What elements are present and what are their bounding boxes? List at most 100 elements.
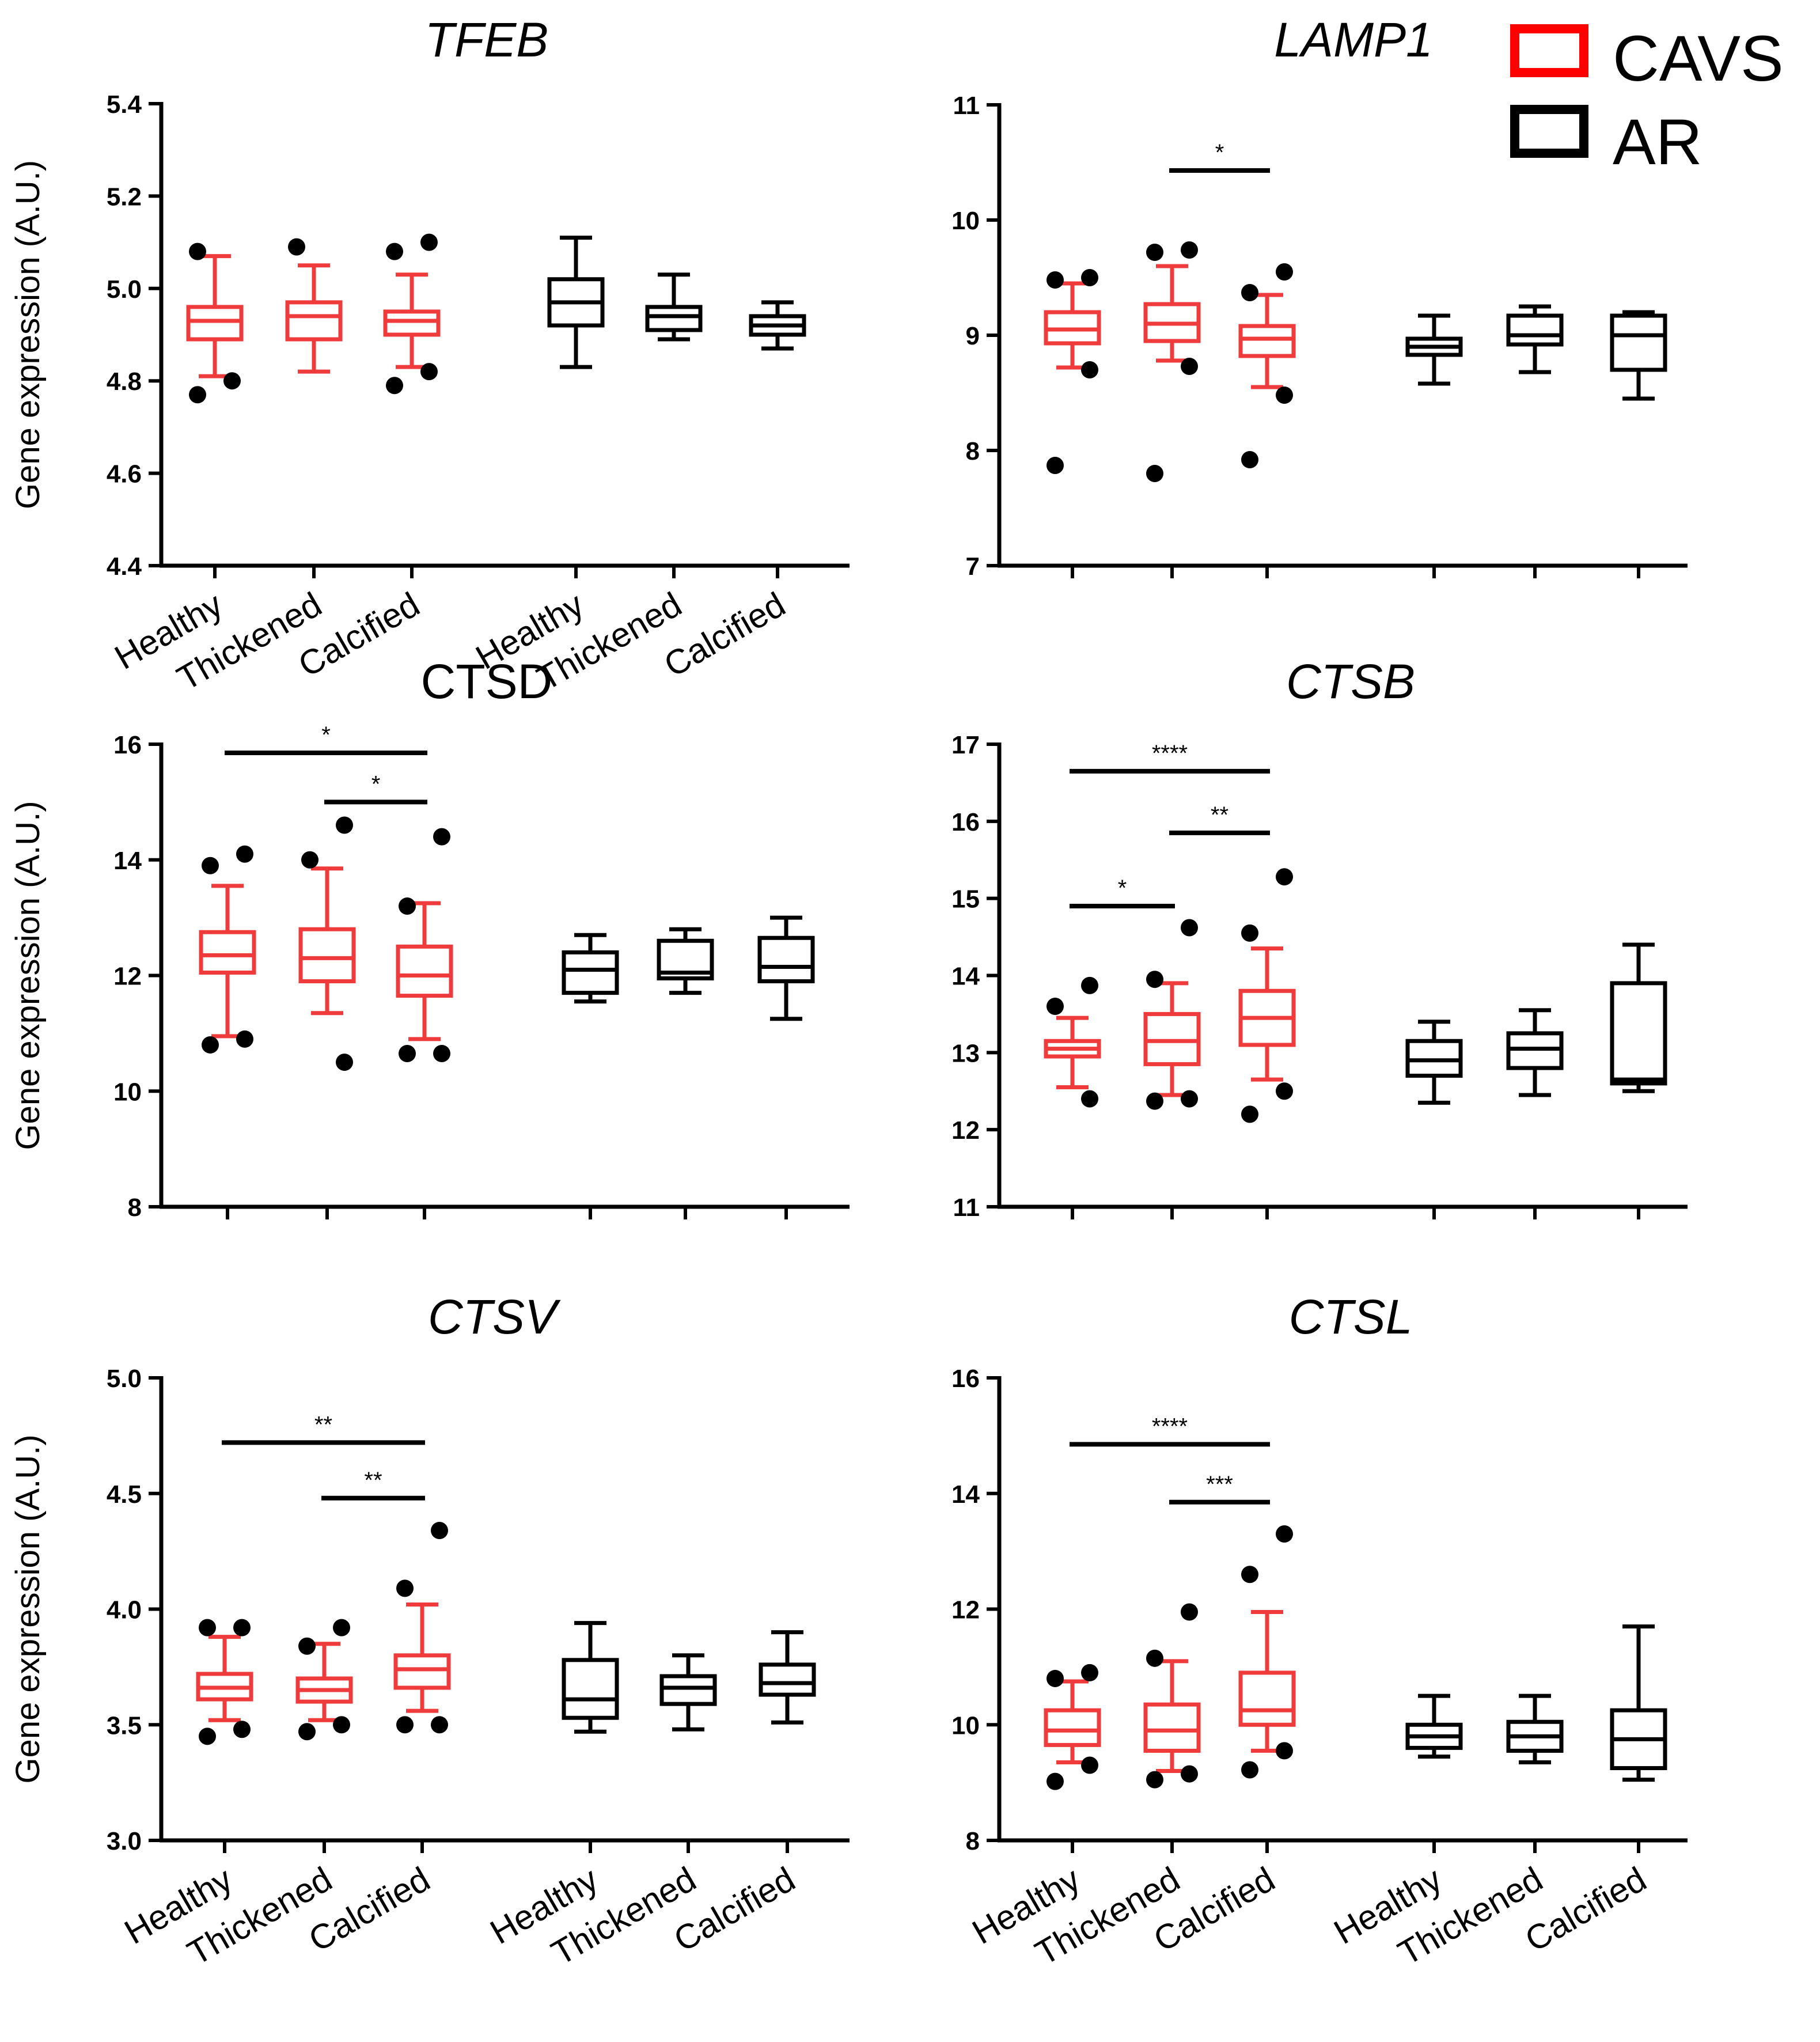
chart-title: CTSD: [421, 654, 553, 709]
outlier-point: [223, 372, 241, 390]
box-ar-5: [757, 915, 815, 1021]
box-ar-5: [749, 300, 806, 351]
outlier-point: [1181, 1603, 1198, 1621]
box-cavs-2: [393, 1521, 451, 1734]
y-tick-label: 8: [128, 1194, 142, 1222]
outlier-point: [1146, 465, 1163, 482]
box-iqr: [393, 1653, 451, 1690]
box-cavs-0: [186, 243, 244, 404]
y-tick-label: 4.5: [107, 1480, 142, 1509]
outlier-point: [1181, 919, 1198, 937]
outlier-point: [1181, 1090, 1198, 1108]
box-cavs-1: [1143, 919, 1201, 1110]
box-iqr: [285, 300, 343, 342]
box-ar-3: [1405, 313, 1463, 386]
outlier-point: [336, 816, 353, 834]
significance-label: ****: [1152, 1414, 1188, 1439]
chart-title: CTSL: [1289, 1290, 1413, 1344]
outlier-point: [1276, 1742, 1293, 1760]
y-tick-label: 3.5: [107, 1711, 142, 1740]
y-tick-label: 8: [966, 1827, 980, 1855]
outlier-point: [1241, 284, 1258, 301]
y-tick-label: 5.2: [107, 183, 142, 211]
box-ar-4: [657, 927, 714, 995]
outlier-point: [1276, 263, 1293, 281]
outlier-point: [399, 1045, 416, 1063]
outlier-point: [298, 1723, 316, 1741]
outlier-point: [1046, 998, 1064, 1016]
y-tick-label: 9: [966, 322, 980, 350]
y-tick-label: 5.4: [107, 90, 142, 119]
significance-label: **: [1211, 802, 1228, 828]
box-cavs-1: [285, 238, 343, 374]
outlier-point: [399, 897, 416, 915]
y-tick-label: 16: [951, 1365, 980, 1393]
outlier-point: [202, 1036, 219, 1054]
box-iqr: [1238, 324, 1296, 358]
box-ar-4: [1506, 304, 1564, 374]
outlier-point: [236, 845, 253, 863]
box-iqr: [1143, 1702, 1201, 1753]
box-iqr: [759, 1662, 816, 1697]
outlier-point: [233, 1721, 251, 1738]
box-iqr: [199, 930, 256, 975]
box-cavs-1: [1143, 1603, 1201, 1789]
box-ar-3: [1405, 1020, 1463, 1105]
y-tick-label: 12: [951, 1116, 980, 1145]
outlier-point: [1146, 1092, 1163, 1110]
outlier-point: [1276, 1082, 1293, 1100]
y-tick-label: 7: [966, 552, 980, 581]
legend-swatch-cavs: [1510, 24, 1588, 77]
box-cavs-1: [295, 1619, 353, 1741]
outlier-point: [420, 363, 438, 381]
significance-label: *: [1215, 140, 1224, 165]
y-axis-label: Gene expression (A.U.): [9, 1434, 47, 1783]
y-tick-label: 12: [951, 1596, 980, 1624]
y-tick-label: 5.0: [107, 275, 142, 304]
box-iqr: [383, 309, 441, 337]
outlier-point: [189, 243, 206, 260]
outlier-point: [1046, 457, 1064, 474]
significance-label: ***: [1206, 1472, 1233, 1497]
outlier-point: [433, 1045, 450, 1063]
outlier-point: [433, 828, 450, 846]
box-ar-3: [547, 236, 605, 369]
outlier-point: [396, 1579, 414, 1597]
y-tick-label: 17: [951, 731, 980, 759]
panels: TFEB Gene expression (A.U.) 4.4 4.6 4.8 5.0 5.…: [9, 13, 1688, 1973]
significance-label: **: [364, 1468, 382, 1493]
outlier-point: [1046, 271, 1064, 289]
y-tick-label: 11: [953, 1194, 980, 1222]
y-tick-label: 4.6: [107, 460, 142, 488]
outlier-point: [1081, 976, 1098, 994]
outlier-point: [1181, 1765, 1198, 1783]
box-cavs-0: [1044, 1664, 1101, 1790]
outlier-point: [1046, 1772, 1064, 1790]
y-tick-label: 11: [953, 92, 980, 120]
panel-tfeb: TFEB Gene expression (A.U.) 4.4 4.6 4.8 5.0 5.…: [9, 13, 850, 698]
outlier-point: [333, 1619, 350, 1636]
box-ar-5: [1610, 942, 1667, 1093]
box-cavs-1: [1143, 241, 1201, 482]
outlier-point: [420, 233, 438, 251]
box-ar-5: [1610, 310, 1667, 401]
legend-swatch-ar: [1510, 105, 1588, 158]
chart-title: TFEB: [425, 13, 549, 67]
outlier-point: [1146, 1649, 1163, 1667]
box-iqr: [1610, 313, 1667, 372]
y-tick-label: 10: [951, 207, 980, 235]
box-iqr: [1238, 1670, 1296, 1727]
y-tick-label: 13: [951, 1039, 980, 1067]
outlier-point: [333, 1716, 350, 1734]
box-iqr: [562, 1658, 619, 1720]
outlier-point: [1181, 241, 1198, 259]
x-category-label: Calcified: [1519, 1859, 1653, 1959]
box-ar-4: [645, 272, 703, 342]
outlier-point: [431, 1521, 448, 1539]
outlier-point: [1046, 1669, 1064, 1687]
y-tick-label: 12: [113, 963, 142, 991]
box-cavs-0: [1044, 269, 1101, 474]
y-tick-label: 4.8: [107, 368, 142, 396]
outlier-point: [1081, 1090, 1098, 1108]
outlier-point: [336, 1054, 353, 1071]
